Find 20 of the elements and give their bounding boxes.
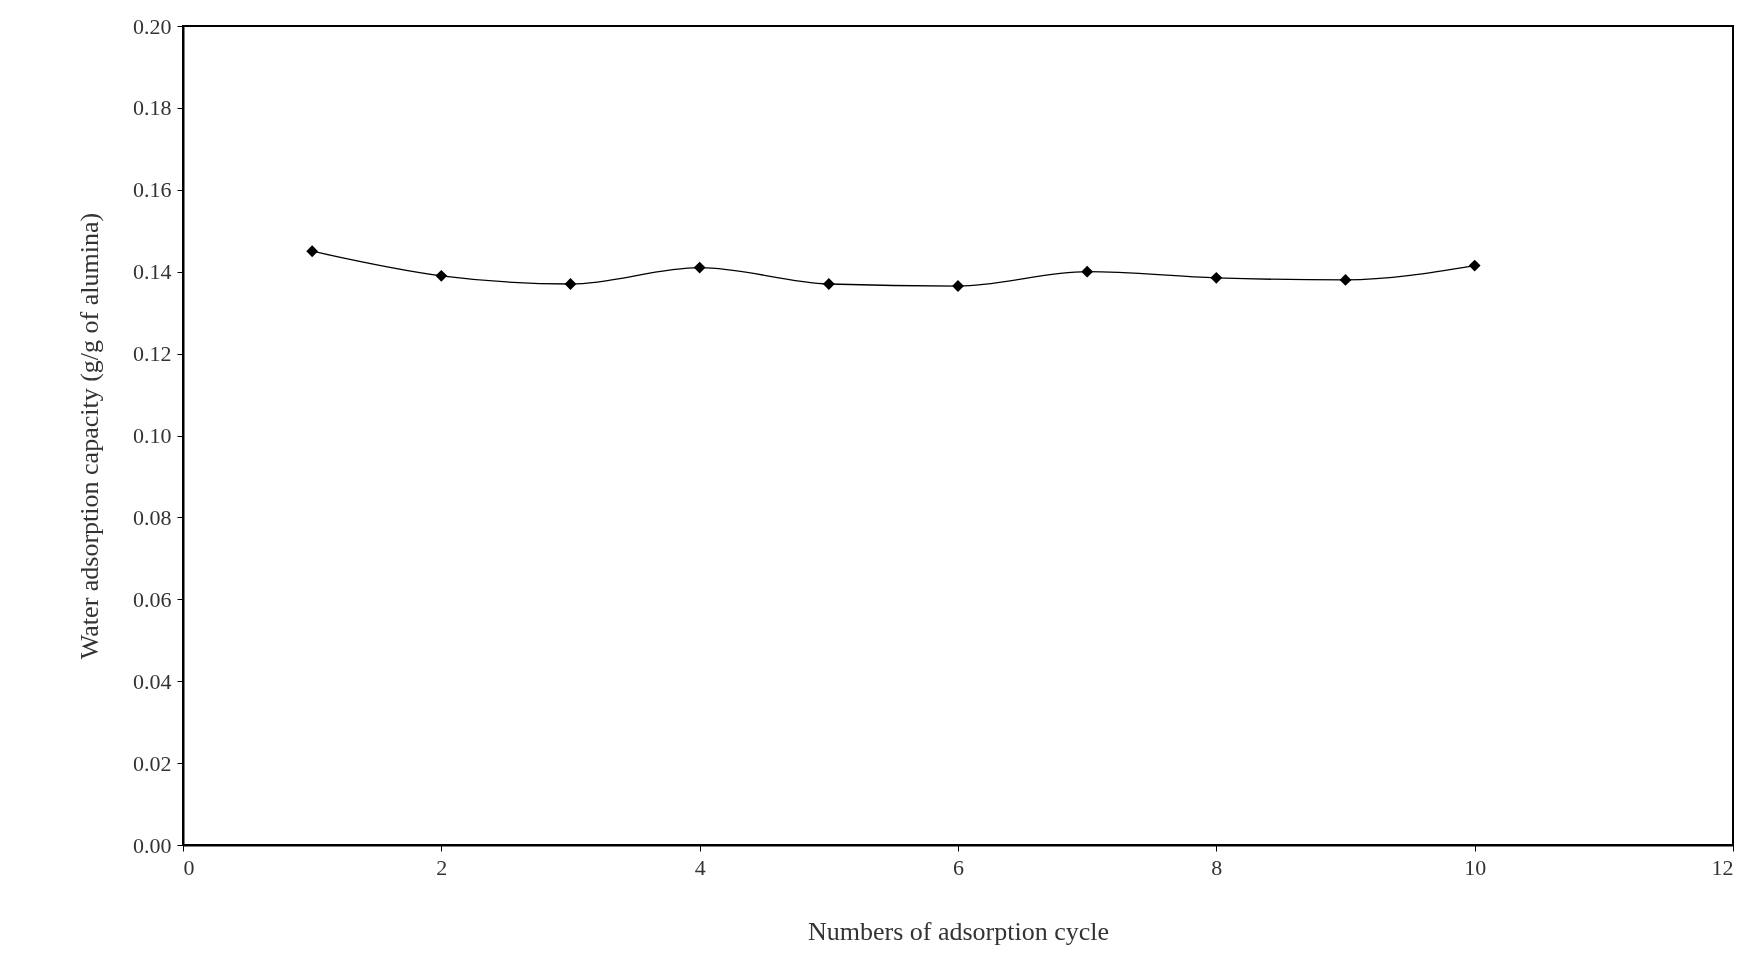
y-tick-label: 0.04 xyxy=(133,668,172,694)
x-tick-label: 0 xyxy=(183,854,195,880)
y-tick-label: 0.00 xyxy=(133,832,172,858)
x-tick-label: 4 xyxy=(694,854,706,880)
x-tick-label: 2 xyxy=(436,854,448,880)
y-tick-label: 0.02 xyxy=(133,750,172,776)
y-tick-label: 0.12 xyxy=(133,341,172,367)
x-tick-label: 10 xyxy=(1464,854,1487,880)
y-tick-label: 0.10 xyxy=(133,423,172,448)
y-tick-label: 0.08 xyxy=(133,504,172,530)
y-tick-label: 0.06 xyxy=(133,586,172,612)
x-tick-label: 8 xyxy=(1211,854,1223,880)
x-tick-label: 12 xyxy=(1711,854,1734,880)
x-tick-label: 6 xyxy=(953,854,964,880)
x-axis-title: Numbers of adsorption cycle xyxy=(807,916,1110,946)
y-tick-label: 0.14 xyxy=(133,259,172,285)
y-tick-label: 0.20 xyxy=(133,13,172,39)
y-tick-label: 0.18 xyxy=(133,95,172,121)
y-tick-label: 0.16 xyxy=(133,177,172,203)
y-axis-title: Water adsorption capacity (g/g of alumina) xyxy=(75,212,104,660)
